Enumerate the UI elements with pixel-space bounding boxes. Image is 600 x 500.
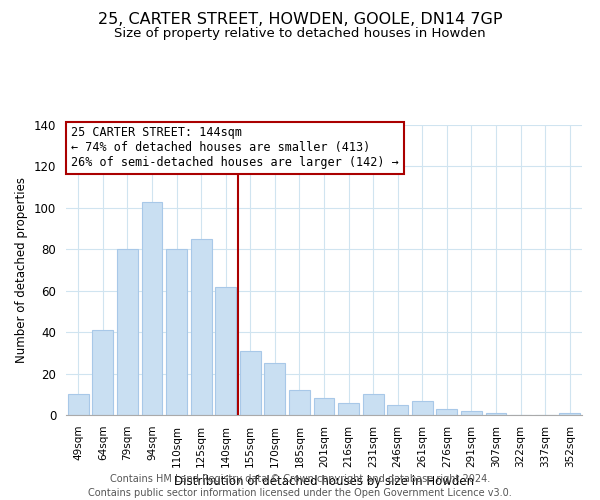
Bar [485, 413, 506, 415]
Bar [559, 413, 580, 415]
Text: 25 CARTER STREET: 144sqm
← 74% of detached houses are smaller (413)
26% of semi-: 25 CARTER STREET: 144sqm ← 74% of detach… [71, 126, 399, 170]
X-axis label: Distribution of detached houses by size in Howden: Distribution of detached houses by size … [174, 475, 474, 488]
Bar [289, 390, 310, 415]
Bar [117, 250, 138, 415]
Bar [142, 202, 163, 415]
Bar [265, 363, 286, 415]
Y-axis label: Number of detached properties: Number of detached properties [16, 177, 28, 363]
Text: 25, CARTER STREET, HOWDEN, GOOLE, DN14 7GP: 25, CARTER STREET, HOWDEN, GOOLE, DN14 7… [98, 12, 502, 28]
Bar [461, 411, 482, 415]
Bar [68, 394, 89, 415]
Bar [240, 351, 261, 415]
Bar [215, 286, 236, 415]
Text: Contains HM Land Registry data © Crown copyright and database right 2024.
Contai: Contains HM Land Registry data © Crown c… [88, 474, 512, 498]
Bar [436, 409, 457, 415]
Bar [387, 404, 408, 415]
Bar [338, 402, 359, 415]
Text: Size of property relative to detached houses in Howden: Size of property relative to detached ho… [114, 28, 486, 40]
Bar [362, 394, 383, 415]
Bar [412, 400, 433, 415]
Bar [92, 330, 113, 415]
Bar [314, 398, 334, 415]
Bar [166, 250, 187, 415]
Bar [191, 239, 212, 415]
